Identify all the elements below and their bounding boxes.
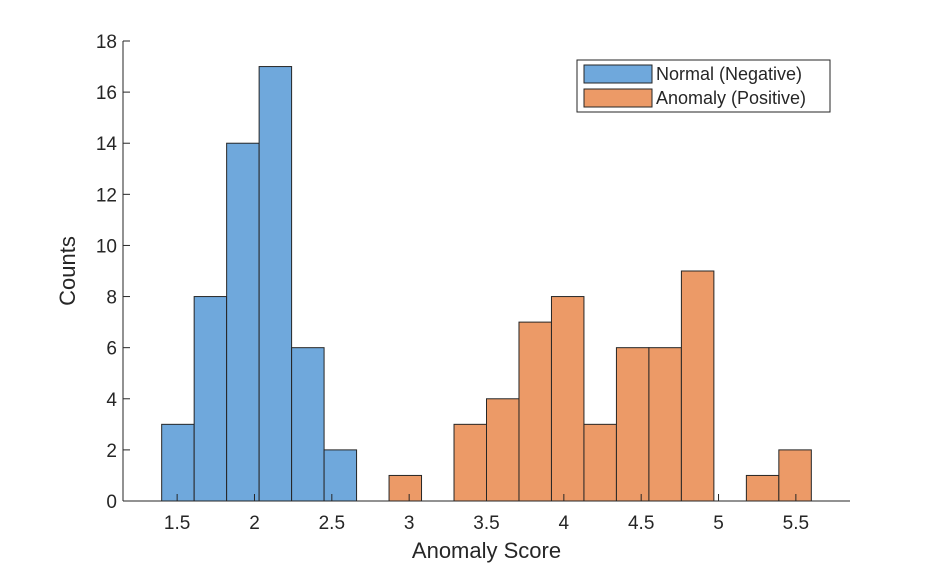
x-tick-label-3: 3 — [404, 513, 415, 534]
y-tick-label-9: 18 — [96, 32, 117, 53]
y-tick-label-0: 0 — [106, 492, 117, 513]
y-tick-label-7: 14 — [96, 134, 118, 155]
y-tick-label-1: 2 — [106, 441, 117, 462]
x-tick-label-6: 4.5 — [628, 513, 654, 534]
y-tick-label-2: 4 — [106, 390, 117, 411]
legend-swatch-normal — [583, 64, 653, 84]
anomaly-bar-9 — [745, 474, 780, 502]
normal-bar-4 — [291, 347, 325, 502]
bars-layer — [161, 66, 812, 502]
y-tick-label-8: 16 — [96, 83, 117, 104]
x-axis-title: Anomaly Score — [412, 538, 561, 563]
normal-bar-2 — [226, 142, 260, 502]
anomaly-bar-6 — [615, 347, 650, 502]
legend: Normal (Negative) Anomaly (Positive) — [576, 59, 831, 113]
normal-bar-1 — [193, 296, 228, 502]
x-tick-label-4: 3.5 — [473, 513, 499, 534]
legend-label-anomaly: Anomaly (Positive) — [656, 88, 806, 108]
anomaly-bar-5 — [583, 423, 617, 502]
legend-label-normal: Normal (Negative) — [656, 64, 802, 84]
x-tick-label-7: 5 — [713, 513, 724, 534]
anomaly-bar-0 — [388, 474, 423, 502]
y-axis-ticks: 0 2 4 6 8 10 12 14 16 18 — [96, 32, 130, 513]
normal-bar-5 — [323, 449, 358, 502]
y-axis-title: Counts — [55, 236, 80, 306]
x-axis-ticks: 1.5 2 2.5 3 3.5 4 4.5 5 5.5 — [164, 494, 809, 534]
y-tick-label-3: 6 — [106, 339, 117, 360]
anomaly-bar-3 — [518, 321, 552, 502]
x-tick-label-0: 1.5 — [164, 513, 190, 534]
anomaly-bar-8 — [680, 270, 715, 502]
y-tick-label-6: 12 — [96, 185, 117, 206]
anomaly-bar-7 — [648, 347, 682, 502]
y-tick-label-4: 8 — [106, 288, 117, 309]
normal-bar-0 — [161, 423, 195, 502]
anomaly-bar-2 — [486, 398, 520, 502]
x-tick-label-5: 4 — [559, 513, 570, 534]
x-tick-label-8: 5.5 — [783, 513, 809, 534]
anomaly-bar-1 — [453, 423, 488, 502]
normal-bar-3 — [258, 66, 293, 502]
anomaly-bar-10 — [778, 449, 812, 502]
x-tick-label-2: 2.5 — [319, 513, 345, 534]
legend-swatch-anomaly — [583, 88, 653, 108]
x-tick-label-1: 2 — [249, 513, 260, 534]
anomaly-bar-4 — [550, 296, 585, 502]
y-tick-label-5: 10 — [96, 236, 117, 257]
